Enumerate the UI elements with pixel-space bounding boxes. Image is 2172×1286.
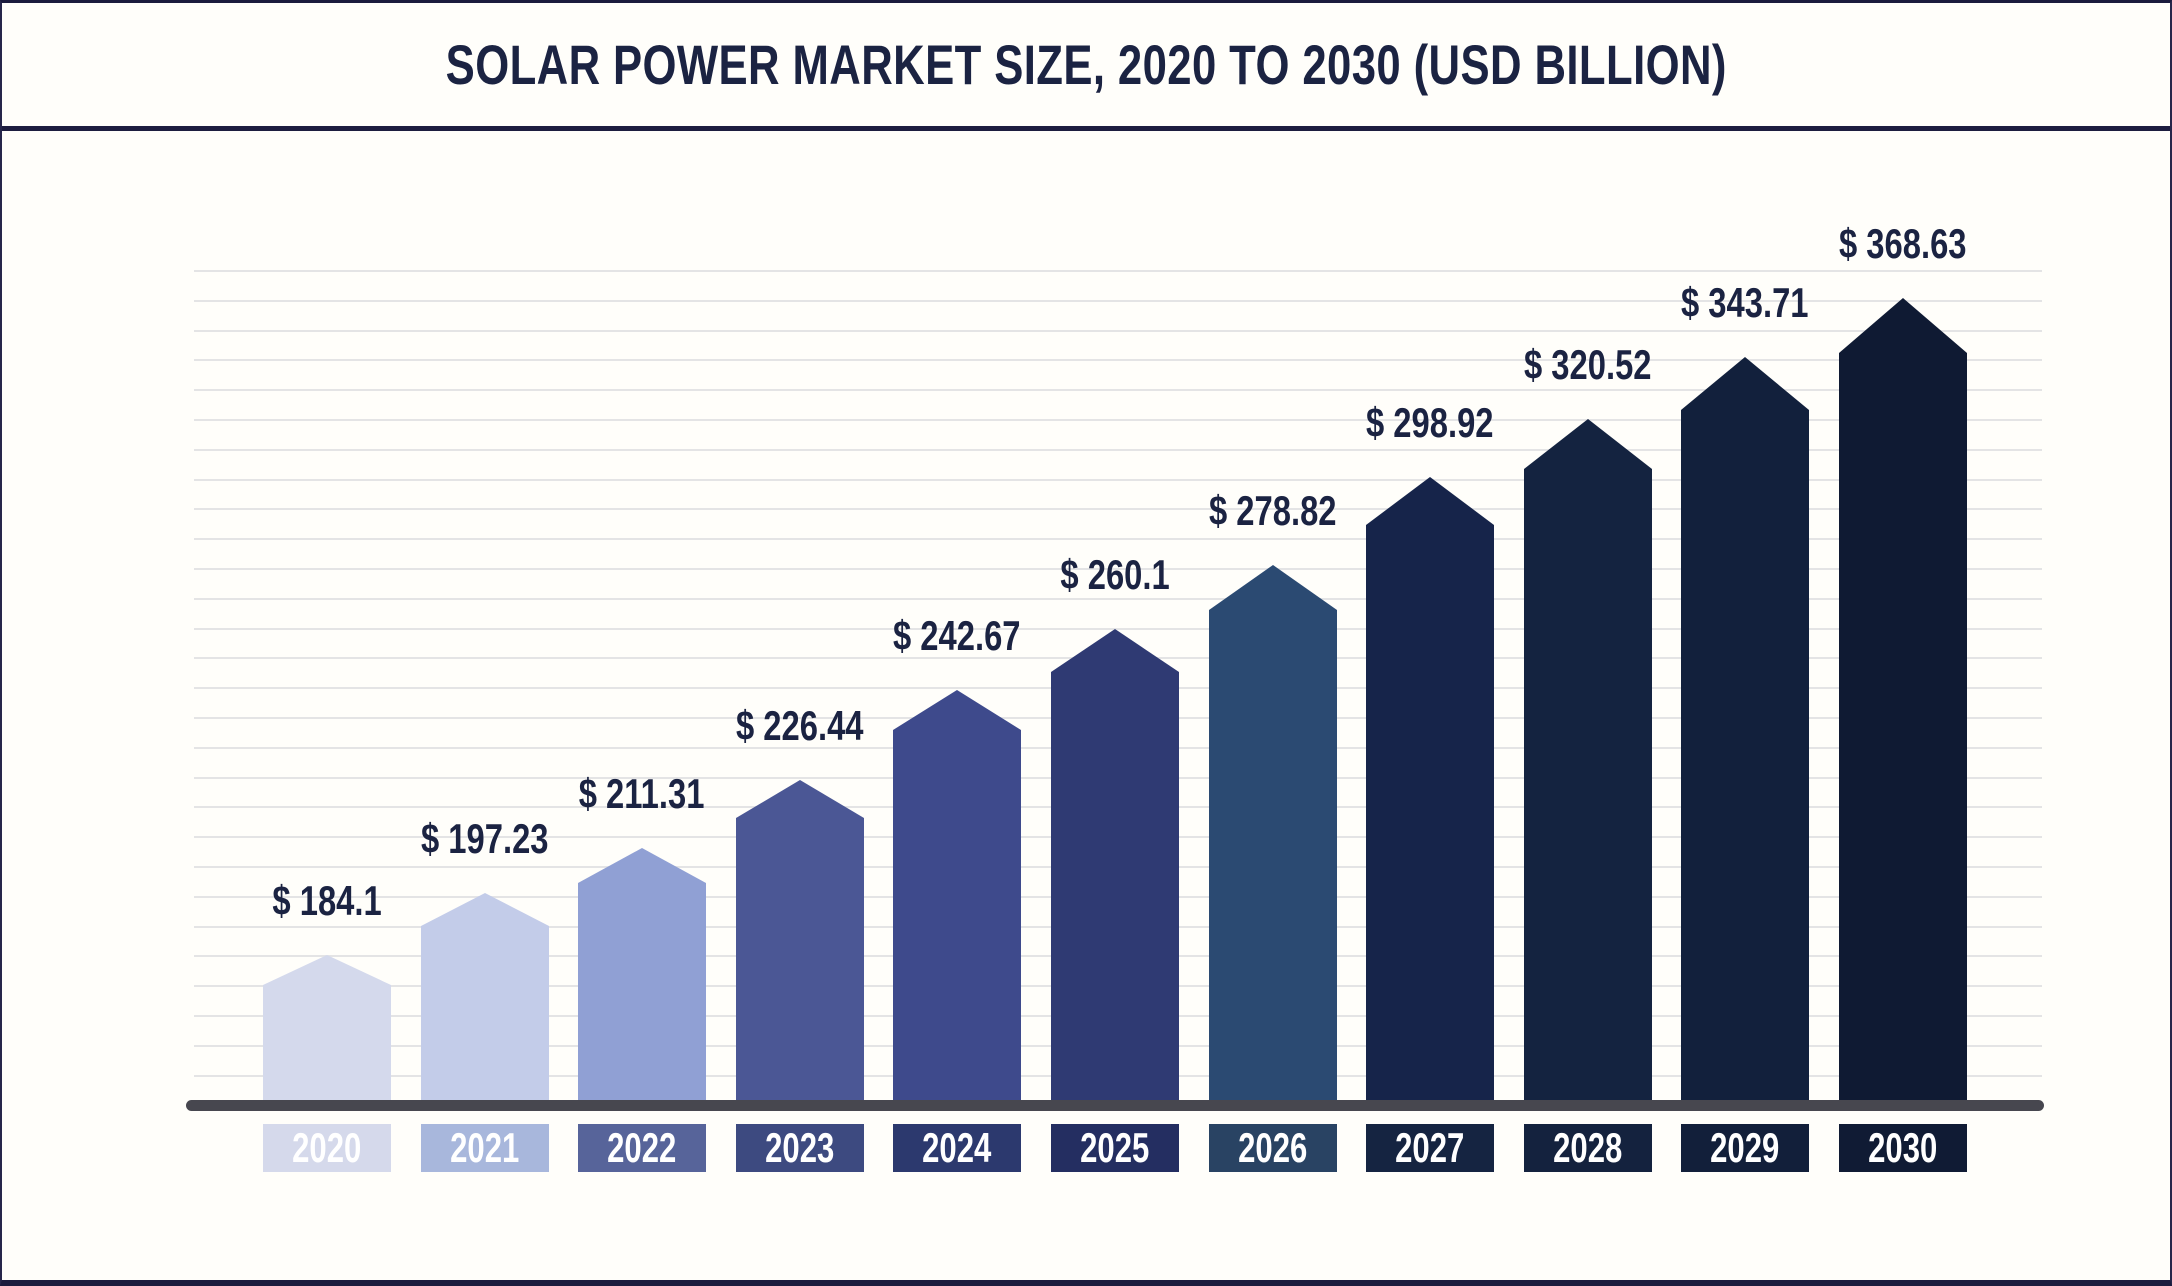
- bar-chart: $ 184.1 2020 $ 197.23 2021 $ 211.31 2022 $ 226…: [2, 3, 2170, 1280]
- year-label-text: 2023: [765, 1124, 835, 1171]
- x-axis-line: [186, 1100, 2044, 1111]
- gridline: [194, 598, 2042, 600]
- bar-2021: [421, 893, 549, 1106]
- value-label-2020: $ 184.1: [127, 877, 527, 925]
- year-label-text: 2027: [1395, 1124, 1465, 1171]
- value-label-text: $ 343.71: [1681, 279, 1809, 326]
- gridline: [194, 479, 2042, 481]
- value-label-text: $ 184.1: [272, 877, 382, 924]
- title-band: SOLAR POWER MARKET SIZE, 2020 TO 2030 (U…: [2, 3, 2170, 131]
- gridline: [194, 538, 2042, 540]
- bar-2028: [1524, 419, 1652, 1106]
- gridline: [194, 300, 2042, 302]
- gridline: [194, 389, 2042, 391]
- year-label-text: 2020: [292, 1124, 362, 1171]
- value-label-text: $ 368.63: [1839, 220, 1967, 267]
- bar-2029: [1681, 357, 1809, 1106]
- bar-2025: [1051, 629, 1179, 1106]
- bar-2030: [1839, 298, 1967, 1106]
- gridline: [194, 419, 2042, 421]
- year-label-2030: 2030: [1839, 1124, 1967, 1172]
- gridline: [194, 628, 2042, 630]
- year-label-2020: 2020: [263, 1124, 391, 1172]
- year-label-2027: 2027: [1366, 1124, 1494, 1172]
- value-label-2026: $ 278.82: [1073, 487, 1473, 535]
- page-title-text: SOLAR POWER MARKET SIZE, 2020 TO 2030 (U…: [445, 33, 1727, 96]
- year-label-text: 2022: [607, 1124, 677, 1171]
- year-label-text: 2026: [1238, 1124, 1308, 1171]
- year-label-2028: 2028: [1524, 1124, 1652, 1172]
- value-label-text: $ 278.82: [1209, 487, 1337, 534]
- value-label-2029: $ 343.71: [1545, 279, 1945, 327]
- value-label-2030: $ 368.63: [1703, 220, 2103, 268]
- page-title: SOLAR POWER MARKET SIZE, 2020 TO 2030 (U…: [265, 32, 1908, 97]
- year-label-2024: 2024: [893, 1124, 1021, 1172]
- year-label-2026: 2026: [1209, 1124, 1337, 1172]
- value-label-text: $ 211.31: [579, 770, 705, 817]
- value-label-2028: $ 320.52: [1388, 341, 1788, 389]
- bar-2027: [1366, 477, 1494, 1106]
- year-label-2023: 2023: [736, 1124, 864, 1172]
- gridline: [194, 508, 2042, 510]
- value-label-2024: $ 242.67: [757, 612, 1157, 660]
- bar-2020: [263, 955, 391, 1106]
- year-label-text: 2024: [922, 1124, 992, 1171]
- gridline: [194, 568, 2042, 570]
- value-label-2021: $ 197.23: [285, 815, 685, 863]
- year-label-text: 2029: [1710, 1124, 1780, 1171]
- value-label-text: $ 226.44: [736, 702, 864, 749]
- bar-2022: [578, 848, 706, 1106]
- year-label-2021: 2021: [421, 1124, 549, 1172]
- bar-2024: [893, 690, 1021, 1106]
- year-label-2022: 2022: [578, 1124, 706, 1172]
- gridline: [194, 330, 2042, 332]
- gridline: [194, 270, 2042, 272]
- gridline: [194, 359, 2042, 361]
- year-label-2025: 2025: [1051, 1124, 1179, 1172]
- value-label-text: $ 260.1: [1060, 551, 1170, 598]
- value-label-text: $ 242.67: [893, 612, 1021, 659]
- value-label-text: $ 320.52: [1524, 341, 1652, 388]
- year-label-text: 2030: [1868, 1124, 1938, 1171]
- gridline: [194, 449, 2042, 451]
- value-label-2023: $ 226.44: [600, 702, 1000, 750]
- value-label-2027: $ 298.92: [1230, 399, 1630, 447]
- bar-2023: [736, 780, 864, 1106]
- value-label-text: $ 197.23: [421, 815, 549, 862]
- year-label-text: 2025: [1080, 1124, 1150, 1171]
- value-label-2025: $ 260.1: [915, 551, 1315, 599]
- value-label-text: $ 298.92: [1366, 399, 1494, 446]
- value-label-2022: $ 211.31: [442, 770, 842, 818]
- bar-2026: [1209, 565, 1337, 1106]
- year-label-text: 2028: [1553, 1124, 1623, 1171]
- year-label-text: 2021: [450, 1124, 520, 1171]
- year-label-2029: 2029: [1681, 1124, 1809, 1172]
